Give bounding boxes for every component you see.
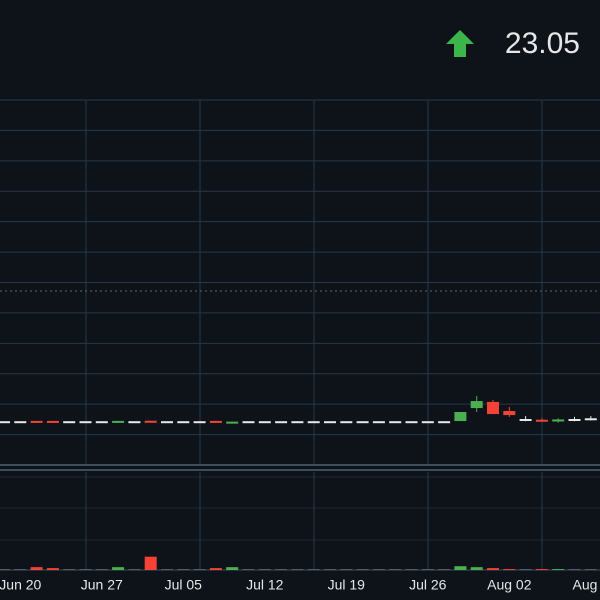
volume-bar (519, 569, 532, 570)
volume-bar (14, 569, 27, 570)
candle-body (193, 421, 206, 424)
volume-bar (0, 569, 10, 570)
candle-body (63, 421, 76, 424)
volume-bar (112, 567, 125, 570)
volume-bar (79, 569, 92, 570)
volume-bar (30, 567, 43, 570)
candle-body (389, 421, 402, 424)
volume-bar (584, 569, 597, 570)
volume-bar (177, 569, 190, 570)
candle-body (144, 420, 157, 423)
candle-body (275, 421, 288, 424)
candle-body (112, 420, 125, 423)
candle-body (177, 421, 190, 424)
volume-bar (356, 569, 369, 570)
volume-bar (275, 569, 288, 570)
candle-body (226, 421, 239, 424)
volume-bar (438, 569, 451, 570)
volume-bar (209, 568, 222, 570)
price: 23.05 (505, 27, 580, 60)
volume-bar (144, 556, 157, 570)
x-tick-label: Jul 12 (246, 577, 284, 593)
volume-bar (324, 569, 336, 570)
x-tick-label: Jul 19 (328, 577, 366, 593)
candle-body (340, 421, 353, 424)
volume-bar (242, 569, 255, 570)
candle-body (307, 421, 320, 424)
volume-bar (405, 569, 418, 570)
volume-bar (421, 569, 434, 570)
candle-body (372, 421, 385, 424)
x-tick-label: Aug 0 (573, 577, 600, 593)
candle-body (79, 421, 92, 424)
candle-body (438, 421, 451, 424)
volume-bar (291, 569, 304, 570)
candle-body (46, 420, 59, 423)
x-tick-label: Aug 02 (487, 577, 532, 593)
candle-body (519, 419, 532, 422)
volume-bar (63, 569, 76, 570)
volume-bar (193, 569, 206, 570)
volume-bar (552, 569, 565, 570)
candle-body (0, 421, 10, 424)
candle-body (535, 419, 548, 422)
candle-body (503, 410, 516, 416)
volume-bar (454, 566, 467, 570)
volume-bar (372, 569, 385, 570)
volume-bar (470, 567, 483, 570)
candle-body (324, 421, 336, 424)
candle-body (95, 421, 108, 424)
volume-bar (95, 569, 108, 570)
candle-body (454, 412, 467, 422)
candle-body (405, 421, 418, 424)
candle-body (568, 419, 581, 422)
candle-body (30, 420, 43, 423)
volume-bar (258, 569, 271, 570)
x-tick-label: Jul 05 (165, 577, 203, 593)
volume-bar (161, 569, 173, 570)
candle-body (356, 421, 369, 424)
x-tick-label: Jun 20 (0, 577, 42, 593)
volume-bar (340, 569, 353, 570)
volume-bar (307, 569, 320, 570)
candle-body (14, 421, 27, 424)
candle-body (161, 421, 173, 424)
volume-bar (226, 567, 239, 570)
candle-body (552, 419, 565, 422)
volume-bar (503, 569, 516, 570)
candle-body (242, 421, 255, 424)
up-arrow (446, 30, 474, 57)
candle-body (487, 401, 499, 415)
x-tick-label: Jun 27 (81, 577, 123, 593)
volume-bar (535, 569, 548, 570)
volume-bar (568, 569, 581, 570)
candle-body (584, 418, 597, 421)
x-tick-label: Jul 26 (409, 577, 447, 593)
candle-body (470, 401, 483, 409)
volume-bar (46, 568, 59, 570)
candle-body (291, 421, 304, 424)
candle-body (421, 421, 434, 424)
volume-bar (487, 568, 499, 570)
candle-body (209, 420, 222, 423)
volume-bar (128, 569, 141, 570)
candle-body (128, 421, 141, 424)
volume-bar (389, 569, 402, 570)
candle-body (258, 421, 271, 424)
